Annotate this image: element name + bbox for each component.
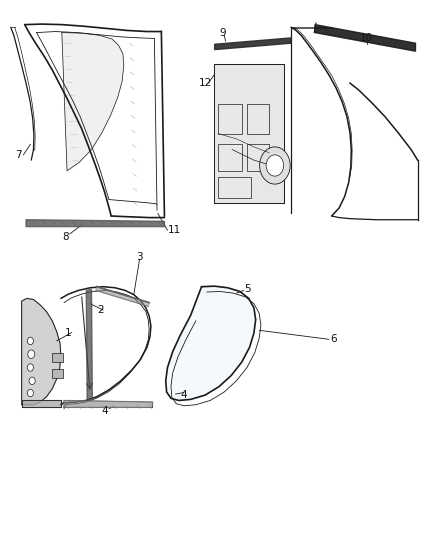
Bar xyxy=(52,353,63,362)
Bar xyxy=(218,177,251,198)
Polygon shape xyxy=(214,64,285,203)
Circle shape xyxy=(27,389,33,397)
Polygon shape xyxy=(26,220,164,227)
Polygon shape xyxy=(64,400,152,407)
Text: 4: 4 xyxy=(101,406,108,416)
Bar xyxy=(218,104,242,134)
Polygon shape xyxy=(21,400,61,407)
Text: 8: 8 xyxy=(62,232,69,243)
Polygon shape xyxy=(215,38,291,50)
Circle shape xyxy=(266,155,284,176)
Text: 12: 12 xyxy=(198,78,212,88)
Text: 6: 6 xyxy=(330,334,337,344)
Text: 2: 2 xyxy=(97,305,103,315)
Text: 1: 1 xyxy=(65,328,72,338)
Polygon shape xyxy=(62,33,124,171)
Polygon shape xyxy=(96,287,149,306)
Bar xyxy=(218,144,242,171)
Text: 3: 3 xyxy=(136,252,143,262)
Bar xyxy=(52,368,63,378)
Text: 4: 4 xyxy=(181,390,187,400)
Polygon shape xyxy=(86,289,92,400)
Circle shape xyxy=(260,147,290,184)
Circle shape xyxy=(28,350,35,359)
Polygon shape xyxy=(21,298,61,405)
Text: 7: 7 xyxy=(15,150,21,160)
Polygon shape xyxy=(315,25,416,51)
Bar xyxy=(247,104,269,134)
Circle shape xyxy=(29,377,35,384)
Text: 10: 10 xyxy=(360,33,373,43)
Circle shape xyxy=(27,337,33,345)
Polygon shape xyxy=(166,286,256,400)
Text: 9: 9 xyxy=(219,28,226,38)
Text: 5: 5 xyxy=(244,284,251,294)
Circle shape xyxy=(27,364,33,371)
Bar xyxy=(247,144,269,171)
Text: 11: 11 xyxy=(168,225,181,236)
